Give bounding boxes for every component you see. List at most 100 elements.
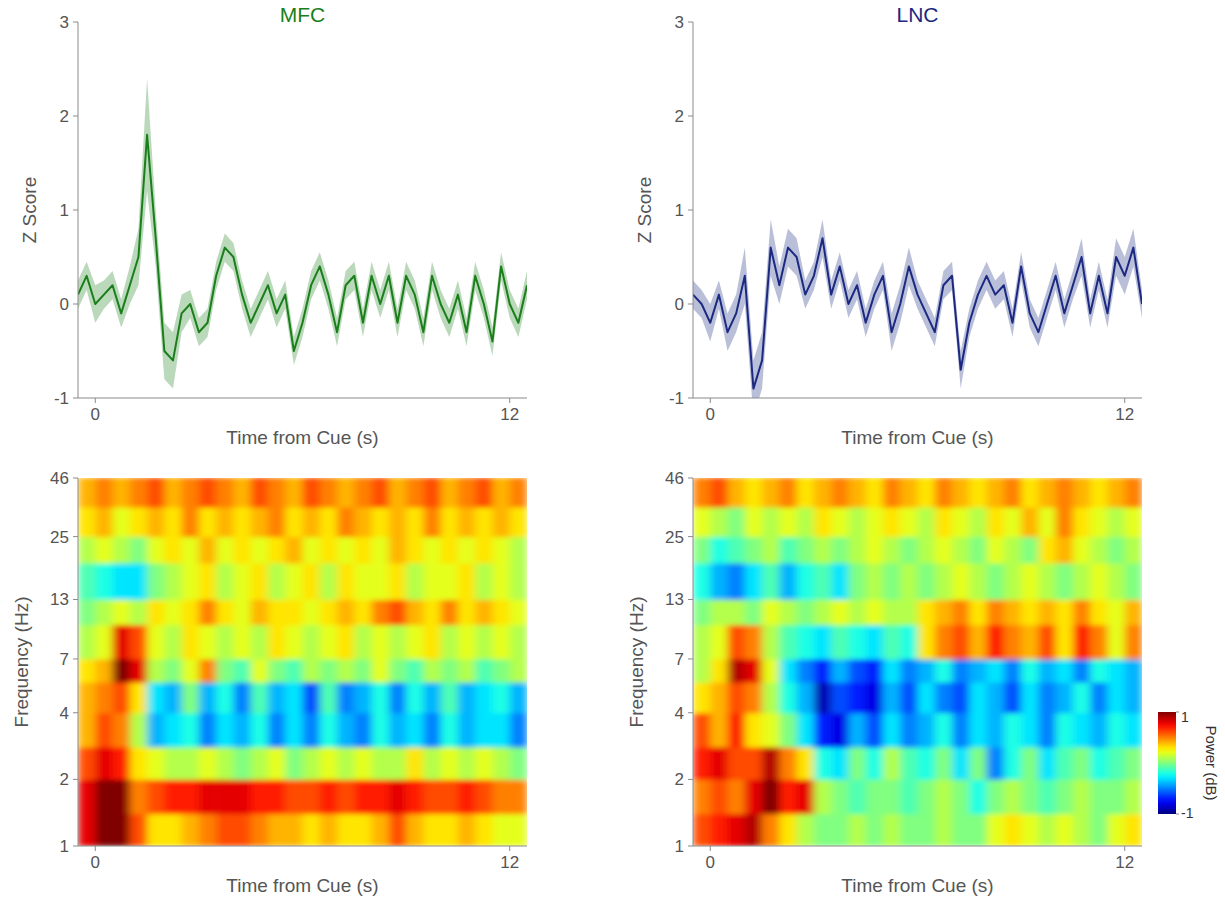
heatmap-cell	[423, 507, 441, 538]
heatmap-cell	[441, 682, 459, 714]
heatmap-cell	[762, 779, 780, 814]
y-tick	[688, 658, 693, 659]
heatmap-cell	[354, 682, 372, 714]
heatmap-cell	[866, 599, 884, 625]
heatmap-cell	[1056, 478, 1074, 508]
heatmap-cell	[233, 813, 251, 846]
heatmap-cell	[458, 507, 476, 538]
heatmap-cell	[935, 478, 953, 508]
heatmap-cell	[987, 624, 1005, 659]
heatmap-cell	[1038, 507, 1056, 538]
heatmap-cell	[779, 712, 797, 747]
heatmap-cell	[78, 562, 96, 599]
heatmap-cell	[113, 712, 131, 747]
heatmap-cells	[693, 478, 1142, 846]
heatmap-cell	[987, 478, 1005, 508]
heatmap-cell	[831, 779, 849, 814]
heatmap-cell	[441, 536, 459, 563]
heatmap-cell	[797, 682, 815, 714]
heatmap-cell	[372, 624, 390, 659]
colorbar-tick	[1176, 712, 1179, 713]
heatmap-cell	[458, 747, 476, 780]
heatmap-cell	[728, 747, 746, 780]
heatmap-cell	[745, 747, 763, 780]
x-tick	[1124, 846, 1125, 851]
heatmap-cell	[251, 599, 269, 625]
heatmap-cell	[354, 624, 372, 659]
heatmap-cell	[1021, 478, 1039, 508]
y-tick-label: 2	[60, 770, 69, 789]
heatmap-cell	[78, 478, 96, 508]
heatmap-cell	[1056, 779, 1074, 814]
heatmap-cell	[728, 562, 746, 599]
heatmap-cell	[1107, 562, 1125, 599]
heatmap-cell	[78, 599, 96, 625]
heatmap-cell	[935, 779, 953, 814]
heatmap-cell	[1021, 507, 1039, 538]
heatmap-cell	[354, 507, 372, 538]
heatmap-cell	[762, 478, 780, 508]
heatmap-cell	[337, 658, 355, 682]
heatmap-cell	[1107, 813, 1125, 846]
heatmap-cell	[303, 536, 321, 563]
heatmap-cell	[113, 779, 131, 814]
heatmap-cell	[95, 536, 113, 563]
heatmap-cell	[900, 536, 918, 563]
heatmap-cell	[113, 599, 131, 625]
heatmap-cell	[762, 599, 780, 625]
heatmap-cell	[1004, 813, 1022, 846]
heatmap-cell	[147, 536, 165, 563]
heatmap-cell	[406, 813, 424, 846]
heatmap-cell	[268, 536, 286, 563]
heatmap-cell	[510, 536, 527, 563]
heatmap-cell	[848, 779, 866, 814]
heatmap-cell	[337, 779, 355, 814]
y-tick	[688, 304, 693, 305]
heatmap-cell	[285, 478, 303, 508]
heatmap-cell	[303, 478, 321, 508]
heatmap-cell	[1021, 658, 1039, 682]
heatmap-cell	[745, 779, 763, 814]
heatmap-cell	[268, 507, 286, 538]
y-tick-label: 0	[60, 295, 69, 314]
heatmap-cell	[182, 658, 200, 682]
plot-area	[78, 478, 527, 846]
heatmap-cell	[406, 682, 424, 714]
heatmap-cell	[458, 813, 476, 846]
heatmap-cell	[406, 658, 424, 682]
heatmap-cell	[918, 779, 936, 814]
heatmap-cell	[1107, 779, 1125, 814]
heatmap-cell	[762, 682, 780, 714]
heatmap-cell	[1038, 562, 1056, 599]
heatmap-cell	[814, 562, 832, 599]
heatmap-cell	[762, 813, 780, 846]
heatmap-cell	[831, 682, 849, 714]
heatmap-cell	[693, 562, 711, 599]
heatmap-cell	[251, 747, 269, 780]
heatmap-cell	[372, 712, 390, 747]
heatmap-cell	[1038, 779, 1056, 814]
heatmap-cell	[164, 507, 182, 538]
heatmap-cell	[78, 682, 96, 714]
heatmap-cell	[372, 658, 390, 682]
heatmap-cell	[814, 682, 832, 714]
panel: MFC-10123012Time from Cue (s)Z Score	[19, 3, 527, 448]
heatmap-cell	[1073, 624, 1091, 659]
colorbar-label: Power (dB)	[1203, 725, 1220, 800]
heatmap-cell	[233, 658, 251, 682]
heatmap-cell	[814, 507, 832, 538]
heatmap-cell	[797, 712, 815, 747]
heatmap-cell	[728, 599, 746, 625]
y-tick	[688, 478, 693, 479]
heatmap-cell	[441, 562, 459, 599]
heatmap-cell	[164, 813, 182, 846]
z-score-line	[693, 238, 1142, 388]
heatmap-cell	[1038, 599, 1056, 625]
heatmap-cell	[147, 624, 165, 659]
heatmap-cell	[199, 813, 217, 846]
heatmap-cell	[1073, 682, 1091, 714]
heatmap-cell	[354, 562, 372, 599]
x-tick-label: 0	[91, 405, 100, 424]
y-tick	[73, 398, 78, 399]
heatmap-cell	[199, 712, 217, 747]
